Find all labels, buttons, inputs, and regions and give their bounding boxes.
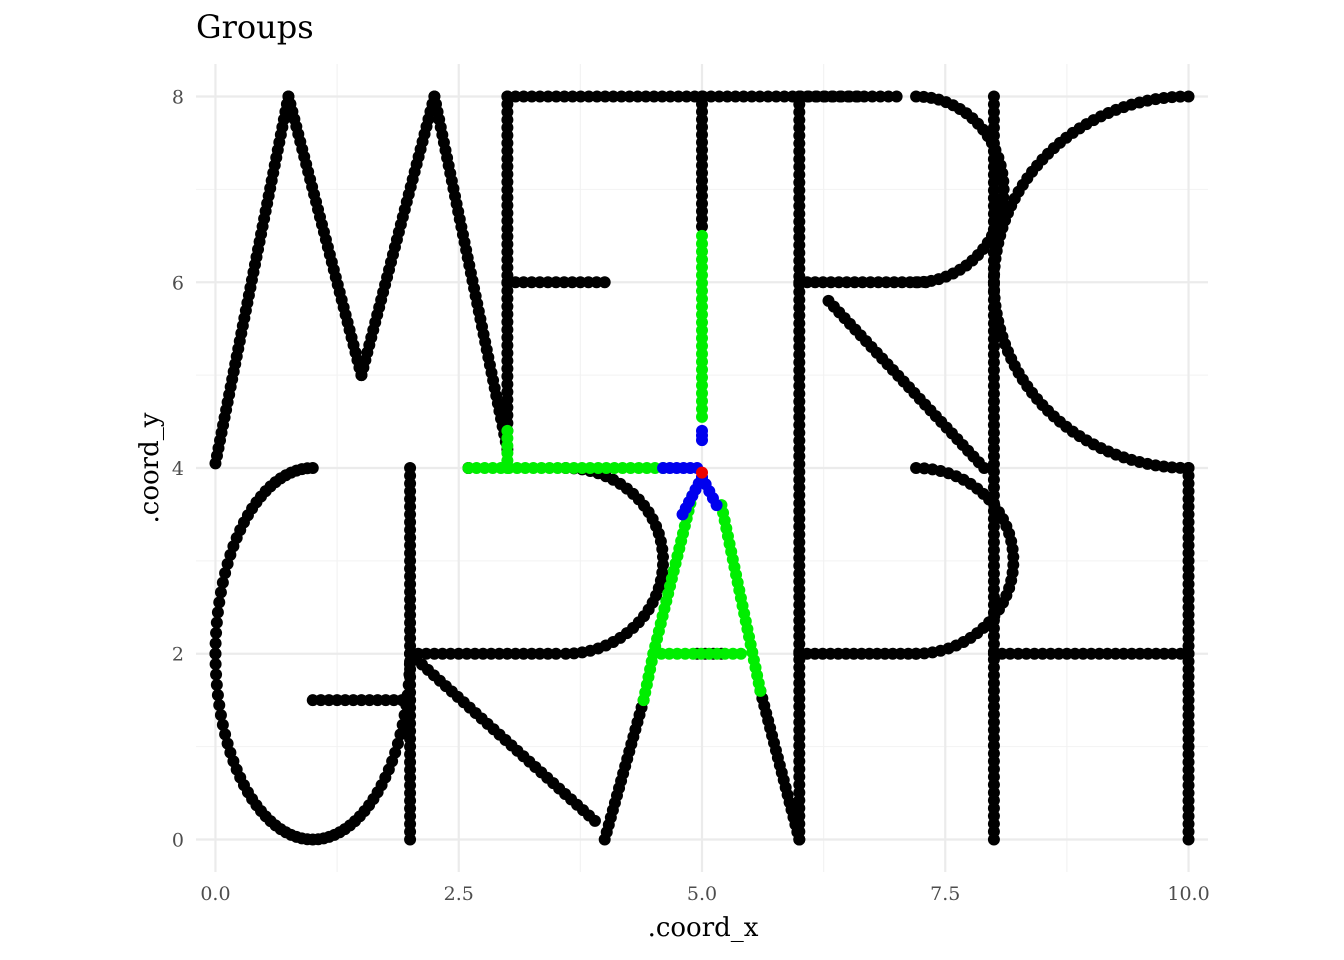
data-point: [734, 647, 747, 660]
x-tick-label: 7.5: [930, 883, 960, 905]
data-point: [588, 814, 601, 827]
data-point: [978, 462, 991, 474]
x-tick-label: 0.0: [200, 883, 230, 905]
plot-points: [209, 90, 1195, 846]
data-point: [403, 658, 416, 671]
y-tick-label: 2: [172, 644, 184, 666]
data-point: [404, 833, 417, 846]
y-tick-label: 8: [172, 87, 184, 109]
data-point: [403, 668, 416, 681]
data-point: [987, 833, 1000, 846]
data-point: [696, 220, 708, 233]
data-point: [216, 576, 229, 589]
data-point: [219, 728, 232, 741]
y-tick-label: 6: [172, 272, 184, 294]
data-point: [696, 466, 708, 479]
data-point: [213, 699, 226, 712]
data-point: [637, 694, 650, 707]
data-point: [501, 462, 514, 474]
x-axis-title: .coord_x: [648, 913, 759, 943]
data-point: [793, 833, 806, 846]
data-point: [391, 737, 404, 750]
data-point: [394, 728, 407, 741]
data-point: [214, 709, 227, 722]
x-tick-label: 2.5: [444, 883, 474, 905]
data-point: [214, 586, 227, 599]
data-point: [754, 684, 767, 697]
data-point: [216, 718, 229, 731]
data-point: [221, 557, 234, 570]
data-point: [890, 90, 903, 103]
x-tick-label: 10.0: [1167, 883, 1209, 905]
chart-title: Groups: [196, 8, 314, 46]
y-tick-label: 4: [172, 458, 184, 480]
data-point: [211, 606, 224, 619]
data-point: [404, 647, 417, 660]
data-point: [210, 616, 223, 629]
x-tick-label: 5.0: [687, 883, 717, 905]
data-point: [598, 276, 611, 289]
y-tick-label: 0: [172, 829, 184, 851]
data-point: [696, 410, 708, 423]
data-point: [210, 668, 223, 681]
data-point: [213, 596, 226, 609]
data-point: [210, 626, 223, 639]
data-point: [398, 709, 411, 722]
data-point: [1182, 833, 1195, 846]
data-point: [676, 508, 689, 521]
y-axis-ticks: 0 2 4 6 8: [172, 87, 184, 852]
data-point: [910, 90, 923, 103]
data-point: [219, 567, 232, 580]
y-axis-title: .coord_y: [135, 412, 165, 523]
data-point: [211, 689, 224, 702]
data-point: [400, 699, 413, 712]
data-point: [1182, 462, 1195, 474]
data-point: [396, 718, 409, 731]
data-point: [550, 647, 563, 660]
x-axis-ticks: 0.0 2.5 5.0 7.5 10.0: [200, 883, 1209, 905]
data-point: [209, 647, 222, 660]
data-point: [209, 658, 222, 671]
data-point: [696, 434, 708, 447]
data-point: [209, 637, 222, 650]
data-point: [210, 678, 223, 691]
data-point: [401, 689, 414, 702]
data-point: [910, 462, 923, 474]
data-point: [402, 678, 415, 691]
data-point: [710, 499, 723, 512]
